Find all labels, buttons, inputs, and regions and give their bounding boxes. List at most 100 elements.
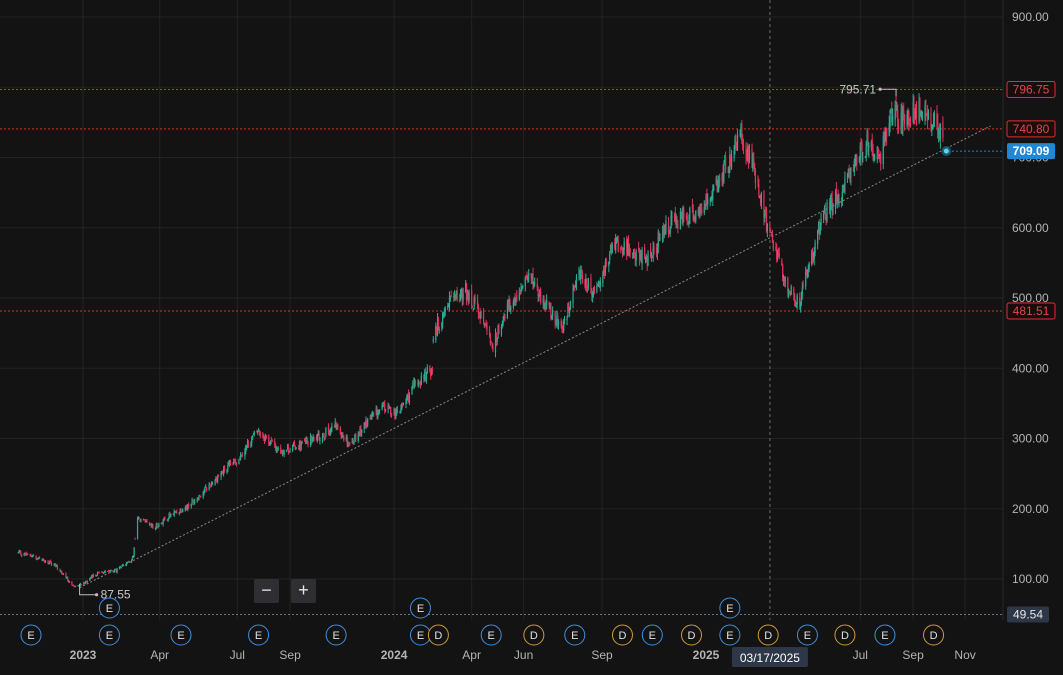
earnings-marker[interactable]: E	[719, 597, 741, 619]
candle-body	[938, 131, 940, 135]
candle-body	[568, 303, 570, 313]
candle-body	[522, 286, 524, 288]
candle-body	[29, 554, 31, 556]
y-tick-label: 200.00	[1012, 502, 1049, 516]
candle-body	[825, 218, 827, 220]
candle-body	[38, 557, 41, 559]
candle-body	[938, 131, 941, 138]
candle-body	[591, 291, 593, 296]
candle-body	[35, 556, 37, 559]
candle-body	[661, 230, 664, 238]
candle-body	[232, 464, 234, 466]
candle-body	[667, 222, 670, 232]
dividend-marker[interactable]: D	[427, 624, 449, 646]
earnings-marker[interactable]: E	[20, 624, 42, 646]
candle-body	[620, 248, 622, 250]
candle-body	[84, 581, 87, 584]
candle-body	[186, 506, 188, 509]
candle-body	[691, 205, 693, 208]
candle-body	[736, 146, 738, 150]
earnings-marker[interactable]: E	[874, 624, 896, 646]
candle-body	[173, 511, 175, 516]
earnings-marker[interactable]: E	[480, 624, 502, 646]
candle-body	[443, 310, 445, 314]
candle-body	[823, 207, 826, 213]
candle-body	[563, 321, 565, 331]
candle-body	[581, 273, 584, 279]
earnings-marker[interactable]: E	[409, 597, 431, 619]
candle-body	[657, 232, 659, 247]
earnings-marker[interactable]: E	[248, 624, 270, 646]
dividend-marker[interactable]: D	[611, 624, 633, 646]
candle-body	[575, 276, 578, 286]
candle-body	[592, 288, 595, 295]
candle-body	[472, 308, 474, 310]
earnings-marker[interactable]: E	[170, 624, 192, 646]
earnings-marker[interactable]: E	[719, 624, 741, 646]
candle-body	[190, 504, 192, 507]
low-dot	[94, 593, 99, 597]
candle-body	[598, 282, 601, 288]
candle-body	[32, 555, 34, 557]
candle-body	[238, 459, 240, 465]
candle-body	[846, 174, 849, 179]
dividend-marker[interactable]: D	[834, 624, 856, 646]
candle-body	[448, 297, 451, 308]
candle-body	[197, 498, 199, 500]
candle-body	[72, 585, 74, 587]
earnings-marker[interactable]: E	[641, 624, 663, 646]
candle-body	[419, 382, 422, 385]
candle-body	[760, 193, 762, 204]
candle-body	[340, 433, 342, 438]
candle-body	[551, 317, 553, 319]
candle-body	[699, 210, 701, 217]
dividend-marker[interactable]: D	[757, 624, 779, 646]
candle-body	[832, 206, 834, 213]
candle-body	[18, 550, 20, 553]
dividend-marker[interactable]: D	[523, 624, 545, 646]
earnings-marker[interactable]: E	[98, 597, 120, 619]
candle-body	[351, 438, 353, 444]
candle-body	[361, 429, 363, 434]
zoom-in-button[interactable]: +	[291, 579, 316, 603]
current-price-badge	[1007, 143, 1055, 160]
candle-body	[777, 254, 780, 256]
candle-body	[245, 446, 247, 452]
candle-body	[251, 438, 253, 444]
candle-body	[806, 271, 809, 277]
candle-body	[835, 189, 837, 203]
candle-body	[919, 97, 921, 115]
earnings-marker[interactable]: E	[98, 624, 120, 646]
candle-body	[31, 556, 33, 558]
dividend-marker[interactable]: D	[923, 624, 945, 646]
candle-body	[710, 197, 712, 202]
candle-body	[932, 121, 935, 125]
earnings-marker[interactable]: E	[564, 624, 586, 646]
candle-body	[471, 290, 473, 307]
candle-body	[584, 279, 586, 287]
candle-body	[514, 297, 516, 301]
zoom-out-button[interactable]: −	[254, 579, 279, 603]
candle-body	[104, 571, 106, 573]
candle-body	[735, 135, 737, 149]
candle-body	[313, 436, 315, 438]
candle-body	[937, 121, 939, 138]
candle-body	[334, 421, 336, 428]
candle-body	[488, 328, 491, 336]
candle-body	[650, 257, 653, 259]
candle-body	[36, 558, 38, 560]
candle-body	[268, 436, 270, 444]
event-markers[interactable]: EEE E E EEE D E D E D E DEE D E D E D	[20, 597, 945, 646]
candle-body	[752, 160, 754, 170]
candle-body	[659, 237, 661, 239]
candle-body	[645, 257, 647, 262]
candle-body	[651, 256, 653, 258]
candle-body	[867, 131, 869, 152]
dividend-marker[interactable]: D	[681, 624, 703, 646]
earnings-marker[interactable]: E	[409, 624, 431, 646]
earnings-marker[interactable]: E	[325, 624, 347, 646]
candle-body	[435, 326, 437, 341]
earnings-marker[interactable]: E	[796, 624, 818, 646]
candle-body	[701, 209, 703, 214]
